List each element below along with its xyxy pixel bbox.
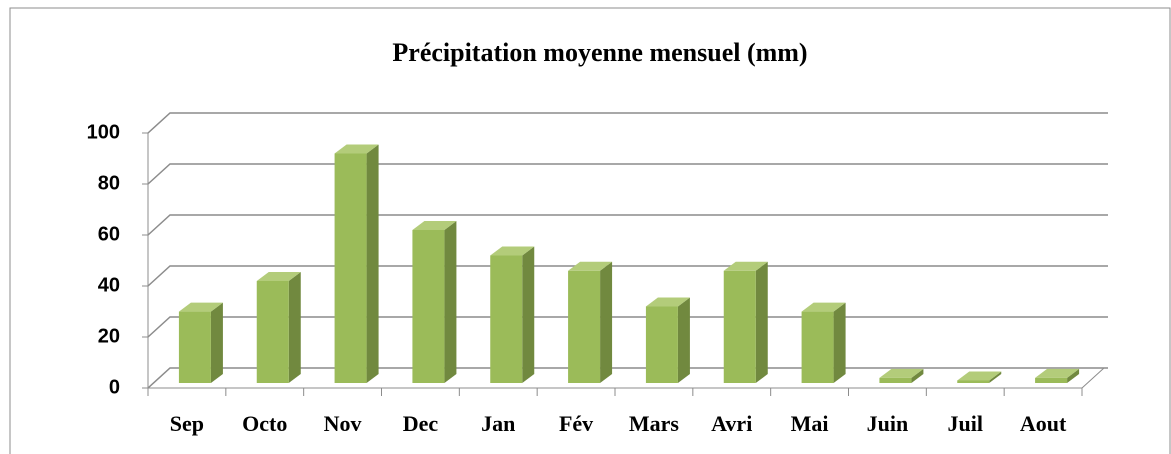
bar [1035,377,1068,383]
bar [801,311,834,383]
bar [412,230,445,383]
bar-top [568,261,613,271]
bar-top [334,144,379,154]
grid-line [147,265,1108,287]
bar [957,380,990,383]
x-tick-label: Sep [170,411,204,436]
grid-line [147,316,1108,338]
bar [256,281,289,383]
bar-side [911,368,924,383]
y-tick-label: 40 [98,274,120,296]
grid-line [147,163,1108,185]
bar-top [256,272,301,281]
bar [723,270,756,383]
x-tick-label: Aout [1020,411,1067,436]
grid-line [147,112,1108,134]
y-tick-label: 20 [98,325,120,347]
x-tick-label: Juil [948,411,983,436]
bar-side [833,302,846,383]
bar-top [645,297,690,307]
x-tick-label: Dec [403,411,439,436]
bar-side [755,261,768,383]
chart-title: Précipitation moyenne mensuel (mm) [392,38,807,67]
y-tick-label: 100 [87,121,120,143]
x-tick-label: Fév [559,411,593,436]
bar-top [178,302,223,312]
bar-top [1035,368,1080,378]
bar-top [957,371,1002,381]
bar-top [490,246,535,256]
y-tick-label: 80 [98,172,120,194]
bar [879,377,912,383]
y-tick-label: 60 [98,223,120,245]
x-tick-label: Mars [629,411,680,436]
bar-top [723,261,768,271]
grid-line [147,214,1108,236]
bar-side [366,144,379,383]
bar [490,255,523,383]
bar-side [989,371,1002,383]
bar [178,311,211,383]
bar-side [210,302,223,383]
bar [645,306,678,383]
bar [568,270,601,383]
chart-border [9,7,1171,454]
bar-top [801,302,846,312]
x-tick-label: Avri [711,411,752,436]
bar-side [600,261,613,383]
bar-side [522,246,535,383]
bar-side [677,297,690,383]
bar-top [879,368,924,378]
x-tick-label: Octo [242,411,287,436]
y-tick-label: 0 [109,376,120,398]
x-tick-label: Jan [481,411,515,436]
bar-side [444,221,457,383]
x-tick-label: Nov [324,411,362,436]
bar-top [412,221,457,230]
bar-side [288,272,301,383]
bar [334,153,367,383]
grid-line [147,367,1108,389]
x-tick-label: Mai [791,411,829,436]
x-tick-label: Juin [867,411,909,436]
bar-side [1067,368,1080,383]
